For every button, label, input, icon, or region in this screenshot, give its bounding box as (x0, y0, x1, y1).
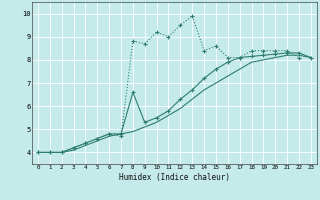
X-axis label: Humidex (Indice chaleur): Humidex (Indice chaleur) (119, 173, 230, 182)
